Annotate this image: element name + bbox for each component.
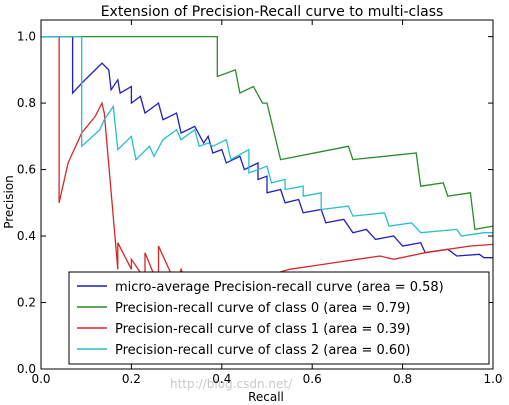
x-tick-label: 0.4 (212, 372, 231, 386)
x-tick-label: 0.2 (122, 372, 141, 386)
legend-entry-3: Precision-recall curve of class 2 (area … (115, 343, 410, 358)
watermark-text: http://blog.csdn.net/ (170, 377, 293, 391)
y-axis-label: Precision (2, 175, 16, 229)
legend-box (68, 271, 490, 365)
x-tick-label: 0.0 (31, 372, 50, 386)
legend: micro-average Precision-recall curve (ar… (68, 271, 490, 365)
chart-title: Extension of Precision-Recall curve to m… (101, 4, 444, 20)
legend-entry-1: Precision-recall curve of class 0 (area … (115, 301, 410, 316)
legend-entry-2: Precision-recall curve of class 1 (area … (115, 322, 410, 337)
x-axis-label: Recall (248, 390, 284, 404)
plot-frame (40, 19, 494, 370)
series-line-0 (41, 35, 493, 259)
y-tick-label: 0.4 (17, 229, 36, 243)
x-tick-label: 1.0 (483, 372, 502, 386)
legend-entry-0: micro-average Precision-recall curve (ar… (115, 280, 444, 295)
series-line-2 (58, 36, 494, 294)
series-line-1 (41, 35, 494, 231)
x-tick-label: 0.8 (393, 372, 412, 386)
series-lines (41, 35, 494, 294)
y-tick-label: 1.0 (17, 30, 36, 44)
y-tick-label: 0.6 (17, 163, 36, 177)
x-tick-label: 0.6 (303, 372, 322, 386)
series-line-3 (41, 35, 493, 237)
y-tick-label: 0.8 (17, 96, 36, 110)
y-tick-label: 0.0 (17, 362, 36, 376)
y-tick-label: 0.2 (17, 296, 36, 310)
